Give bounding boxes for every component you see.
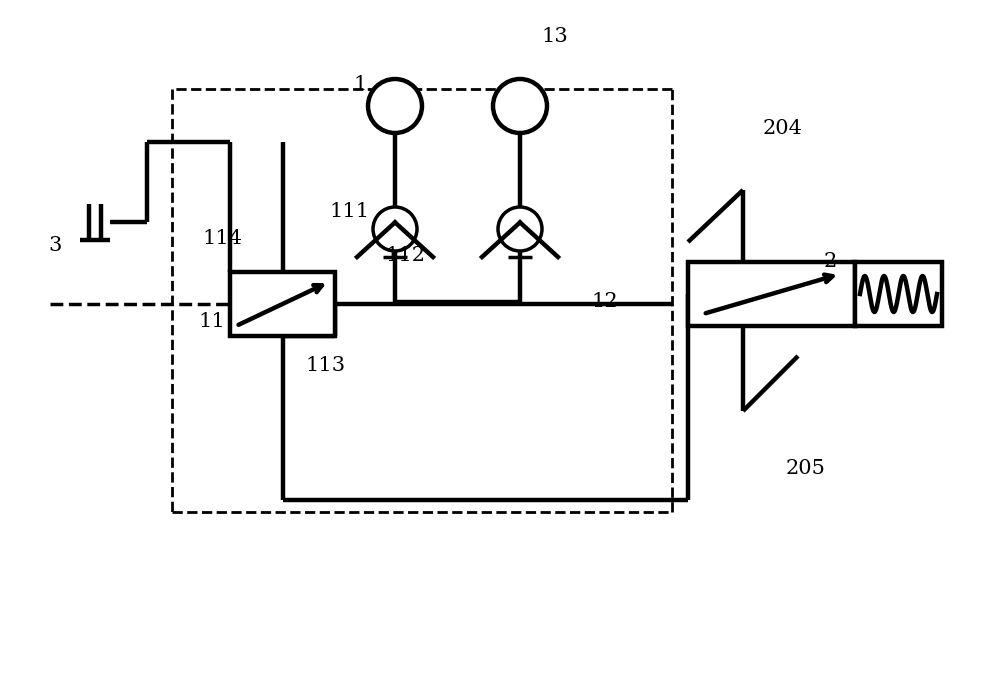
Text: 205: 205 bbox=[785, 460, 825, 479]
Circle shape bbox=[498, 207, 542, 251]
Text: 112: 112 bbox=[385, 246, 425, 265]
Circle shape bbox=[373, 207, 417, 251]
Text: 114: 114 bbox=[202, 230, 242, 248]
Bar bbox=[230, 272, 335, 336]
Text: 12: 12 bbox=[592, 293, 618, 311]
Text: 111: 111 bbox=[330, 202, 370, 222]
Text: 2: 2 bbox=[823, 252, 837, 272]
Circle shape bbox=[368, 79, 422, 133]
Text: 113: 113 bbox=[305, 356, 345, 376]
Bar bbox=[688, 262, 855, 326]
Bar bbox=[855, 262, 942, 326]
Circle shape bbox=[493, 79, 547, 133]
Text: 13: 13 bbox=[542, 27, 568, 46]
Text: 204: 204 bbox=[762, 120, 802, 138]
Text: 3: 3 bbox=[48, 237, 62, 256]
Text: 1: 1 bbox=[353, 75, 367, 94]
Text: 11: 11 bbox=[199, 313, 225, 332]
